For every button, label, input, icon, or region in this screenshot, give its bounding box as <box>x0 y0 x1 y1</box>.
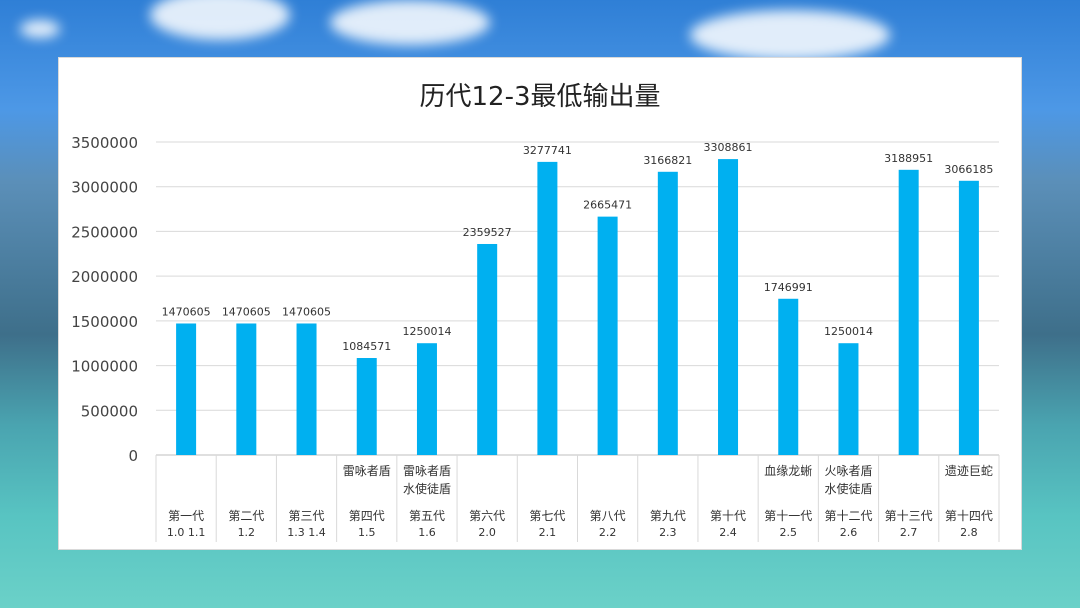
cloud-decoration <box>330 0 490 45</box>
category-version: 1.6 <box>418 526 436 539</box>
category-version: 1.5 <box>358 526 376 539</box>
category-name: 第九代 <box>650 509 686 523</box>
data-label: 1250014 <box>402 325 451 338</box>
bar <box>296 323 317 455</box>
y-tick-label: 3500000 <box>71 134 138 152</box>
category-note: 雷咏者盾 <box>343 464 391 478</box>
data-label: 1084571 <box>342 340 391 353</box>
cloud-decoration <box>20 20 60 38</box>
data-label: 1470605 <box>162 305 211 318</box>
cloud-decoration <box>690 10 890 60</box>
bar <box>597 216 618 455</box>
data-label: 1250014 <box>824 325 873 338</box>
y-tick-label: 2000000 <box>71 268 138 286</box>
bar <box>356 358 377 455</box>
category-name: 第七代 <box>529 509 565 523</box>
data-label: 3066185 <box>944 163 993 176</box>
category-version: 2.3 <box>659 526 677 539</box>
category-name: 第十四代 <box>945 509 993 523</box>
category-name: 第六代 <box>469 509 505 523</box>
y-tick-label: 500000 <box>81 402 138 420</box>
category-version: 2.4 <box>719 526 737 539</box>
category-name: 第十一代 <box>764 509 812 523</box>
category-name: 第十三代 <box>885 509 933 523</box>
bar-chart: 历代12-3最低输出量 0 500000 1000000 1500000 2000000 2… <box>71 82 1000 542</box>
category-version: 2.5 <box>780 526 798 539</box>
bar <box>477 243 498 455</box>
chart-panel: 历代12-3最低输出量 0 500000 1000000 1500000 2000000 2… <box>58 57 1022 550</box>
chart-title: 历代12-3最低输出量 <box>419 82 660 112</box>
category-note: 血缘龙蜥 <box>764 464 812 478</box>
category-version: 2.2 <box>599 526 617 539</box>
data-label: 1470605 <box>282 305 331 318</box>
category-name: 第八代 <box>590 509 626 523</box>
cloud-decoration <box>150 0 290 40</box>
data-label: 3308861 <box>704 141 753 154</box>
data-label: 2359527 <box>463 226 512 239</box>
y-tick-label: 0 <box>128 447 138 465</box>
y-tick-label: 1000000 <box>71 358 138 376</box>
category-version: 2.6 <box>840 526 858 539</box>
bar <box>657 171 678 455</box>
category-version: 1.3 1.4 <box>287 526 325 539</box>
bar <box>718 159 739 455</box>
category-note: 水使徒盾 <box>824 481 872 496</box>
category-version: 2.0 <box>478 526 496 539</box>
category-name: 第二代 <box>228 509 264 523</box>
data-label: 1470605 <box>222 305 271 318</box>
bar <box>898 169 919 456</box>
category-version: 2.7 <box>900 526 918 539</box>
bar <box>778 298 799 455</box>
data-label: 2665471 <box>583 199 632 212</box>
bar <box>958 180 979 455</box>
category-note: 雷咏者盾 <box>403 464 451 478</box>
category-name: 第三代 <box>289 509 325 523</box>
data-label: 3188951 <box>884 152 933 165</box>
data-label: 3277741 <box>523 144 572 157</box>
category-name: 第五代 <box>409 509 445 523</box>
category-version: 1.2 <box>238 526 256 539</box>
category-name: 第十二代 <box>824 509 872 523</box>
bar <box>236 323 257 455</box>
category-name: 第一代 <box>168 509 204 523</box>
data-label: 3166821 <box>643 154 692 167</box>
bar <box>176 323 197 455</box>
category-version: 2.1 <box>539 526 557 539</box>
bar <box>537 161 558 455</box>
bar <box>838 343 859 455</box>
category-name: 第四代 <box>349 509 385 523</box>
category-name: 第十代 <box>710 509 746 523</box>
bar <box>416 343 437 455</box>
y-tick-label: 3000000 <box>71 179 138 197</box>
category-note: 水使徒盾 <box>403 481 451 496</box>
category-version: 1.0 1.1 <box>167 526 205 539</box>
data-label: 1746991 <box>764 281 813 294</box>
category-note: 火咏者盾 <box>824 464 872 478</box>
y-tick-label: 2500000 <box>71 223 138 241</box>
category-version: 2.8 <box>960 526 978 539</box>
category-note: 遗迹巨蛇 <box>945 463 993 478</box>
y-tick-label: 1500000 <box>71 313 138 331</box>
